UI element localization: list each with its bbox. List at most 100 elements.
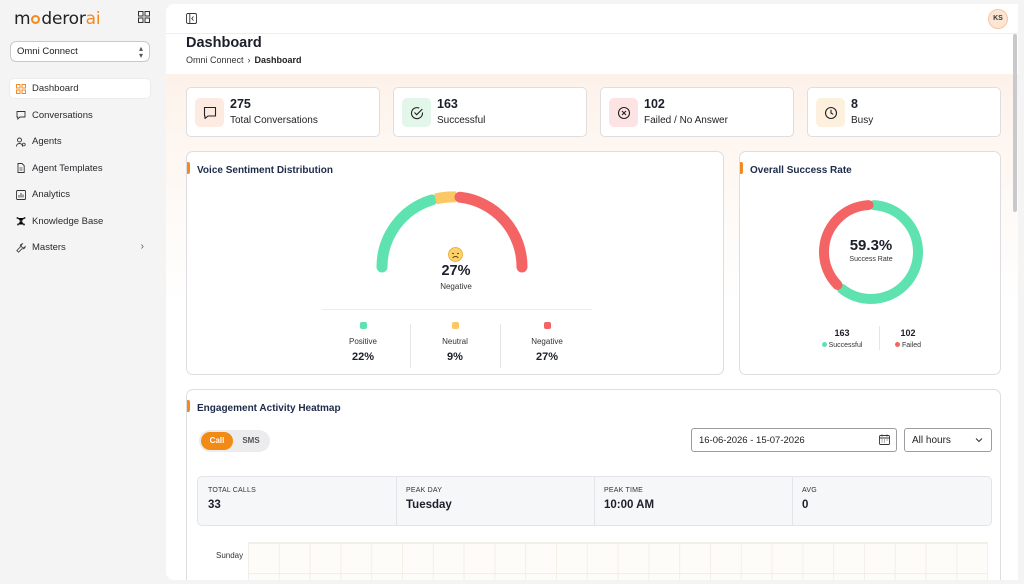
document-icon xyxy=(17,163,25,173)
success-donut xyxy=(819,200,923,304)
heatmap-card: Engagement Activity Heatmap Call SMS 16-… xyxy=(186,389,1001,580)
sidebar-item-conversations[interactable]: Conversations xyxy=(10,106,150,125)
analytics-icon xyxy=(16,189,26,200)
date-range-input[interactable]: 16-06-2026 - 15-07-2026 xyxy=(691,428,897,452)
legend-divider xyxy=(879,326,880,350)
summary-total-calls: TOTAL CALLS 33 xyxy=(198,477,396,525)
summary-value: 33 xyxy=(208,499,221,511)
message-icon xyxy=(203,106,216,119)
scrollbar-thumb[interactable] xyxy=(1013,34,1017,212)
legend-divider xyxy=(410,324,411,368)
gauge-segment-neutral xyxy=(434,191,457,205)
summary-peak-day: PEAK DAY Tuesday xyxy=(396,477,594,525)
legend-name: Negative xyxy=(531,337,563,346)
summary-peak-time: PEAK TIME 10:00 AM xyxy=(594,477,792,525)
stat-card-successful: 163 Successful xyxy=(393,87,587,137)
success-rate-value: 59.3% xyxy=(849,237,893,254)
stat-icon-box xyxy=(816,98,845,127)
legend-name: Positive xyxy=(348,337,377,346)
dashboard-icon xyxy=(16,83,26,94)
sidebar-toggle-icon[interactable] xyxy=(186,13,197,24)
calendar-icon xyxy=(879,434,890,445)
success-count-legend: Successful xyxy=(817,342,867,349)
sidebar-item-analytics[interactable]: Analytics xyxy=(10,185,150,204)
tab-call[interactable]: Call xyxy=(201,432,233,450)
logo[interactable]: m derorai xyxy=(14,9,101,29)
breadcrumb-item[interactable]: Omni Connect xyxy=(186,55,244,65)
x-circle-icon xyxy=(617,106,630,119)
card-accent xyxy=(187,400,190,412)
tab-sms[interactable]: SMS xyxy=(242,436,260,445)
card-title: Overall Success Rate xyxy=(750,165,852,176)
apps-grid-icon[interactable] xyxy=(138,11,150,23)
sidebar-item-label: Conversations xyxy=(32,109,93,121)
workspace-select[interactable]: Omni Connect ▴ ▾ xyxy=(10,41,150,62)
sidebar-item-label: Agent Templates xyxy=(32,162,103,174)
sidebar-item-agents[interactable]: Agents xyxy=(10,132,150,151)
failed-count-legend: Failed xyxy=(884,342,932,349)
chevron-updown-icon: ▴ ▾ xyxy=(138,44,143,60)
channel-toggle: Call SMS xyxy=(199,430,270,452)
logo-row: m derorai xyxy=(14,9,154,29)
stat-label: Successful xyxy=(437,115,486,126)
legend-dot xyxy=(894,342,900,347)
breadcrumb: Omni Connect › Dashboard xyxy=(186,55,302,65)
sentiment-card: Voice Sentiment Distribution 27% Negativ… xyxy=(186,151,724,375)
stat-icon-box xyxy=(609,98,638,127)
legend-negative: Negative 27% xyxy=(502,322,592,363)
sidebar-item-dashboard[interactable]: Dashboard xyxy=(10,79,150,98)
card-title: Engagement Activity Heatmap xyxy=(197,403,341,414)
legend-swatch xyxy=(451,322,459,329)
summary-key: PEAK TIME xyxy=(604,487,644,494)
sidebar-item-masters[interactable]: Masters › xyxy=(10,238,150,257)
hours-select-value: All hours xyxy=(912,435,951,446)
agents-icon xyxy=(16,137,26,147)
legend-positive: Positive 22% xyxy=(318,322,408,363)
sidebar-item-label: Knowledge Base xyxy=(32,215,104,227)
gauge-center-value: 27% xyxy=(441,263,471,279)
stat-card-busy: 8 Busy xyxy=(807,87,1001,137)
failed-count: 102 Failed xyxy=(884,328,932,349)
stat-label: Failed / No Answer xyxy=(644,115,728,126)
sidebar-item-knowledge-base[interactable]: Knowledge Base xyxy=(10,212,150,231)
user-avatar[interactable]: KS xyxy=(988,9,1008,29)
stat-card-total: 275 Total Conversations xyxy=(186,87,380,137)
stat-value: 275 xyxy=(230,97,251,111)
sidebar-item-label: Agents xyxy=(32,136,62,147)
success-rate-card: Overall Success Rate 59.3% Success Rate … xyxy=(739,151,1001,375)
stat-value: 8 xyxy=(851,97,858,111)
summary-key: AVG xyxy=(802,487,817,494)
legend-neutral: Neutral 9% xyxy=(410,322,500,363)
sidebar-item-label: Dashboard xyxy=(32,83,79,94)
sidebar-item-agent-templates[interactable]: Agent Templates xyxy=(10,159,150,178)
legend-swatch xyxy=(359,322,367,329)
sidebar-nav: Dashboard Conversations Agents Agent Tem… xyxy=(10,79,150,265)
legend-pct: 27% xyxy=(535,351,559,363)
sidebar-item-label: Masters xyxy=(32,242,66,253)
stat-label: Busy xyxy=(851,115,874,126)
network-icon xyxy=(16,217,26,226)
legend-swatch xyxy=(543,322,551,329)
legend-pct: 22% xyxy=(351,351,375,363)
page-title: Dashboard xyxy=(186,35,262,51)
chevron-down-icon xyxy=(975,438,983,443)
stat-icon-box xyxy=(195,98,224,127)
wrench-icon xyxy=(16,242,26,253)
stat-value: 163 xyxy=(437,97,458,111)
card-title: Voice Sentiment Distribution xyxy=(197,165,333,176)
summary-divider xyxy=(594,477,595,525)
summary-divider xyxy=(792,477,793,525)
summary-key: PEAK DAY xyxy=(406,487,443,494)
topbar: KS xyxy=(166,4,1018,34)
summary-divider xyxy=(396,477,397,525)
breadcrumb-separator-icon: › xyxy=(247,55,251,65)
date-range-value: 16-06-2026 - 15-07-2026 xyxy=(699,435,805,446)
summary-key: TOTAL CALLS xyxy=(208,487,256,494)
summary-value: 10:00 AM xyxy=(604,499,655,511)
success-rate-label: Success Rate xyxy=(849,256,893,263)
legend-dot xyxy=(821,342,827,347)
summary-value: Tuesday xyxy=(406,499,452,511)
sad-face-icon xyxy=(448,247,463,262)
chat-icon xyxy=(16,111,26,120)
hours-select[interactable]: All hours xyxy=(904,428,992,452)
